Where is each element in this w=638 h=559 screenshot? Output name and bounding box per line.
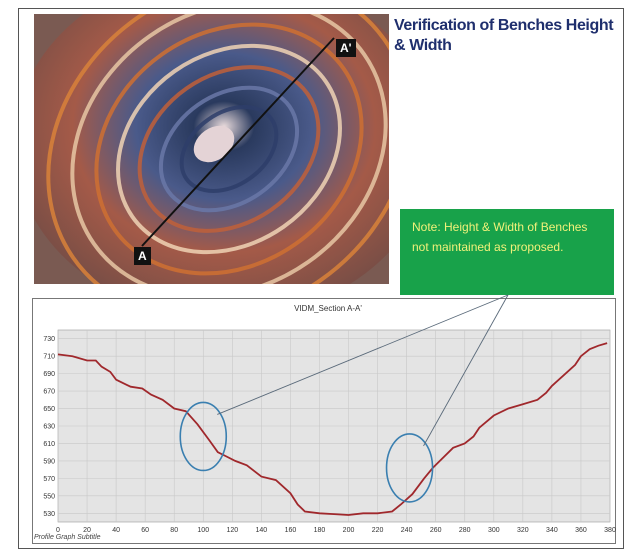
x-tick-label: 20 (83, 527, 91, 534)
slide-title: Verification of Benches Height & Width (394, 17, 614, 54)
mine-satellite-image (34, 14, 389, 284)
highlight-ellipse (179, 401, 228, 472)
x-tick-label: 360 (575, 527, 587, 534)
x-tick-label: 220 (372, 527, 384, 534)
y-tick-label: 550 (43, 493, 55, 500)
y-tick-label: 530 (43, 511, 55, 518)
highlight-ellipses (179, 401, 434, 503)
profile-chart: VIDM_Section A-A' 0 20 40 60 80 100 120 140 160 1… (32, 298, 616, 544)
y-tick-label: 590 (43, 458, 55, 465)
y-tick-label: 690 (43, 371, 55, 378)
y-tick-label: 610 (43, 441, 55, 448)
x-tick-label: 280 (459, 527, 471, 534)
y-tick-label: 710 (43, 354, 55, 361)
profile-line (57, 342, 608, 516)
x-tick-label: 180 (314, 527, 326, 534)
y-tick-label: 630 (43, 424, 55, 431)
x-tick-label: 380 (604, 527, 616, 534)
chart-footer: Profile Graph Subtitle (34, 534, 101, 541)
x-tick-label: 260 (430, 527, 442, 534)
x-tick-label: 40 (112, 527, 120, 534)
section-start-label: A (134, 247, 151, 265)
x-tick-label: 140 (256, 527, 268, 534)
y-tick-label: 670 (43, 389, 55, 396)
x-tick-label: 340 (546, 527, 558, 534)
x-tick-label: 100 (197, 527, 209, 534)
x-tick-label: 320 (517, 527, 529, 534)
y-tick-label: 650 (43, 406, 55, 413)
y-tick-label: 730 (43, 336, 55, 343)
section-line (141, 37, 335, 247)
section-end-label: A' (336, 39, 356, 57)
x-tick-label: 60 (141, 527, 149, 534)
x-tick-label: 300 (488, 527, 500, 534)
x-tick-labels: 0 20 40 60 80 100 120 140 160 180 200 220 240 260 280 3… (56, 527, 616, 534)
x-tick-label: 200 (343, 527, 355, 534)
chart-title: VIDM_Section A-A' (294, 304, 362, 313)
x-tick-label: 0 (56, 527, 60, 534)
x-tick-label: 160 (285, 527, 297, 534)
highlight-ellipse (385, 433, 434, 503)
y-tick-label: 570 (43, 476, 55, 483)
note-box: Note: Height & Width of Benches not main… (400, 209, 614, 295)
y-tick-labels: 730 710 690 670 650 630 610 590 570 550 530 (43, 336, 55, 518)
x-tick-label: 120 (226, 527, 238, 534)
x-tick-label: 240 (401, 527, 413, 534)
x-tick-label: 80 (170, 527, 178, 534)
